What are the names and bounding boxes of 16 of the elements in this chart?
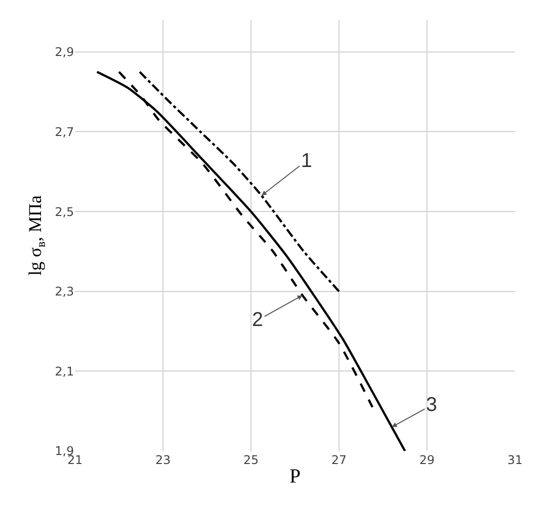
line-series (96, 70, 406, 451)
line-series (138, 70, 340, 292)
y-tick-label: 2,3 (54, 284, 74, 299)
x-tick-label: 27 (331, 453, 347, 467)
annotation: 1 (301, 150, 312, 172)
y-tick-label: 2,5 (54, 204, 74, 219)
x-tick-label: 23 (155, 453, 171, 467)
y-tick-label: 2,1 (54, 364, 74, 378)
x-tick-label: 31 (507, 453, 523, 467)
annotation: 3 (426, 394, 438, 416)
x-tick-label: 29 (419, 453, 435, 467)
y-tick-label: 2,9 (54, 45, 74, 60)
annotation: 2 (252, 309, 264, 331)
x-tick-label: 25 (243, 453, 259, 467)
x-axis-title: P (289, 466, 301, 488)
y-tick-label: 2,7 (54, 124, 74, 139)
